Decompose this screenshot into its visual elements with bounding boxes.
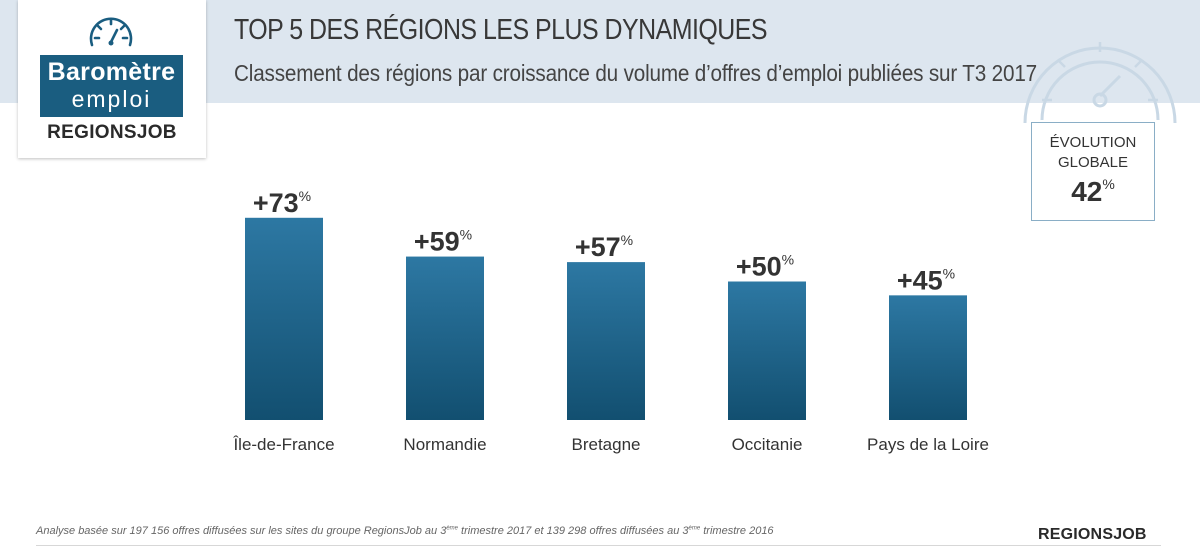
category-label-1: Normandie	[403, 435, 486, 454]
global-evolution-value: 42%	[1032, 176, 1154, 208]
bar-0	[245, 217, 323, 420]
category-label-3: Occitanie	[732, 435, 803, 454]
footer-brand-logo: REGIONSJOB	[1038, 526, 1147, 543]
bar-value-label-4: +45%	[897, 265, 955, 295]
global-evolution-box: ÉVOLUTION GLOBALE 42%	[1031, 122, 1155, 221]
bar-value-label-3: +50%	[736, 252, 794, 282]
bar-value-label-0: +73%	[253, 188, 311, 218]
bar-value-label-1: +59%	[414, 227, 472, 257]
bar-3	[728, 281, 806, 420]
gauge-icon	[89, 17, 133, 47]
logo-plate: Baromètre emploi	[40, 55, 183, 117]
bar-2	[567, 262, 645, 420]
page-subtitle: Classement des régions par croissance du…	[234, 60, 1038, 86]
global-evolution-number: 42	[1071, 176, 1103, 207]
bar-value-label-2: +57%	[575, 232, 633, 262]
category-label-0: Île-de-France	[232, 435, 334, 454]
logo-subtitle: emploi	[71, 86, 152, 112]
footnote: Analyse basée sur 197 156 offres diffusé…	[36, 525, 774, 537]
logo-title: Baromètre	[47, 58, 176, 86]
footer-divider	[36, 545, 1161, 546]
decorative-gauge-icon	[1023, 42, 1177, 124]
logo-brand: REGIONSJOB	[47, 122, 177, 143]
logo-card: Baromètre emploi REGIONSJOB	[18, 0, 206, 158]
global-evolution-label: ÉVOLUTION GLOBALE	[1049, 134, 1137, 171]
global-evolution-unit: %	[1102, 176, 1115, 192]
bar-4	[889, 295, 967, 420]
page-title: TOP 5 DES RÉGIONS LES PLUS DYNAMIQUES	[234, 14, 768, 46]
bar-1	[406, 256, 484, 420]
category-label-2: Bretagne	[572, 435, 641, 454]
category-label-4: Pays de la Loire	[867, 435, 989, 454]
